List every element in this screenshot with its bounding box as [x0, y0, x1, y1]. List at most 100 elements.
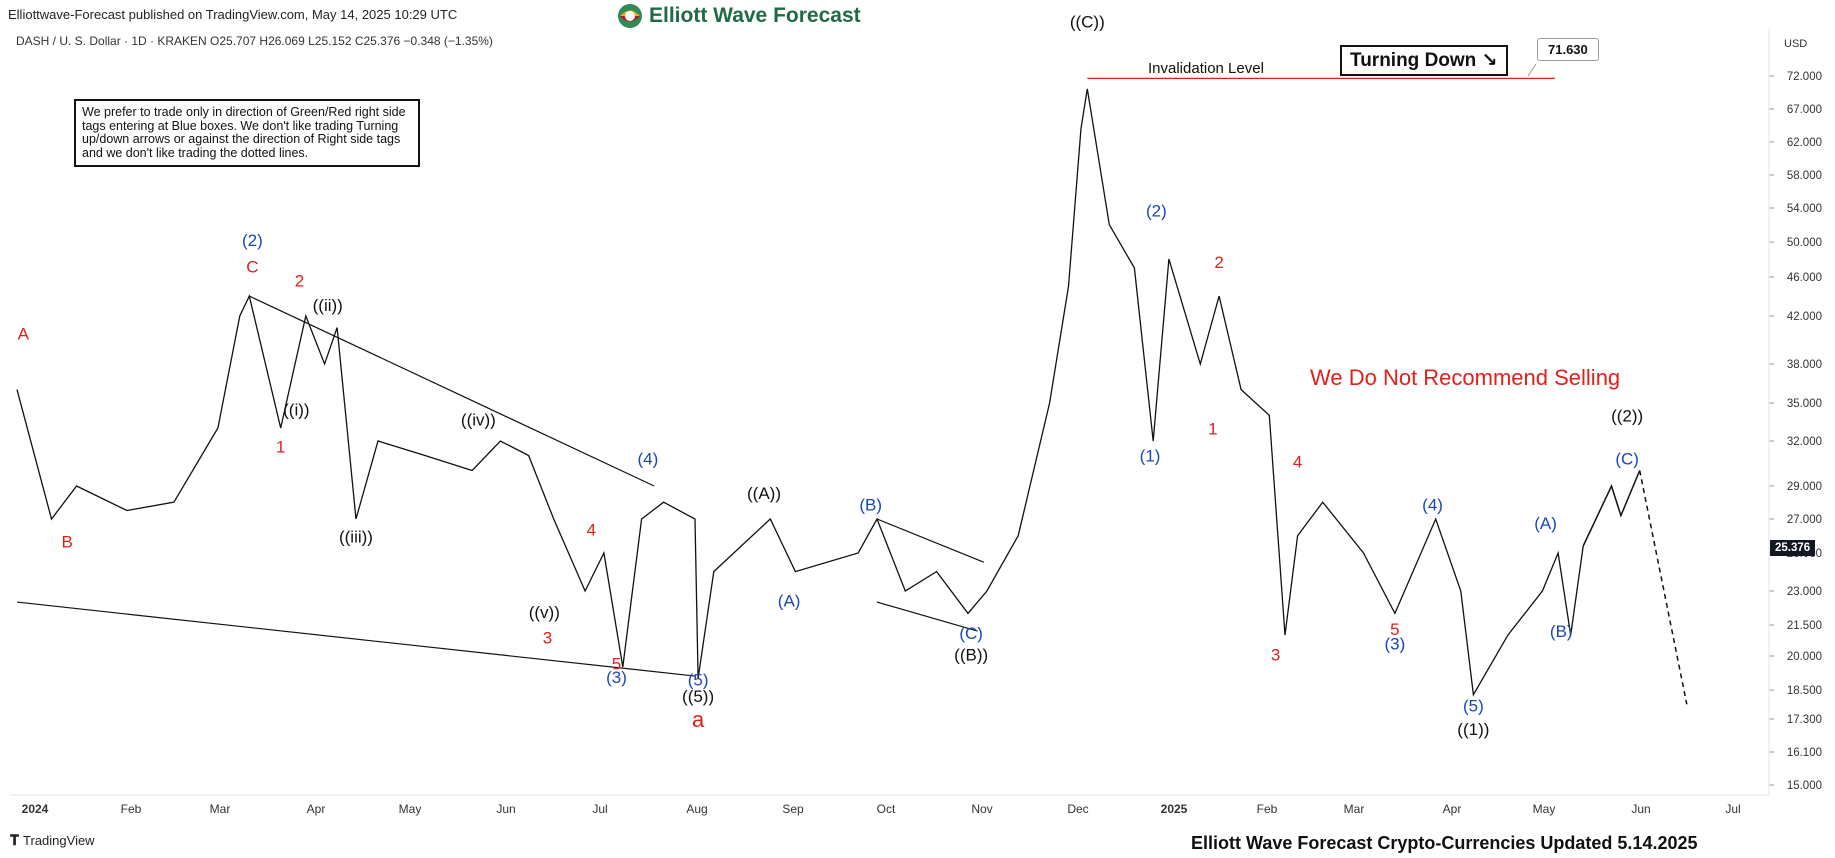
y-tick-label: 29.000 — [1787, 481, 1822, 493]
y-tick-label: 38.000 — [1787, 359, 1822, 371]
currency-label[interactable]: USD — [1784, 38, 1808, 50]
brand-name: Elliott Wave Forecast — [649, 4, 861, 27]
x-tick-label: Jul — [1725, 802, 1740, 816]
y-tick-label: 18.500 — [1787, 685, 1822, 697]
wave-label: 2 — [1214, 253, 1223, 272]
price-series — [16, 88, 1584, 697]
wave-label: 2 — [295, 271, 304, 290]
y-tick-label: 15.000 — [1787, 780, 1822, 792]
wave-label: 3 — [543, 628, 552, 647]
x-tick-label: May — [1533, 802, 1556, 816]
wave-label: (3) — [606, 668, 627, 687]
wave-label: (A) — [778, 592, 801, 611]
wave-label: 5 — [612, 654, 621, 673]
projection-path — [1582, 470, 1641, 547]
wave-label: 3 — [1271, 645, 1280, 664]
turning-down-label: Turning Down — [1350, 50, 1477, 71]
trendline — [876, 518, 984, 563]
wave-label: ((1)) — [1457, 720, 1489, 739]
x-tick-label: Jul — [592, 802, 607, 816]
tradingview-logo: 𝐓 TradingView — [10, 832, 95, 849]
wave-label: ((2)) — [1611, 407, 1643, 426]
y-tick-label: 54.000 — [1787, 203, 1822, 215]
y-tick-label: 16.100 — [1787, 747, 1822, 759]
brand-globe-icon — [618, 4, 642, 28]
wave-label: (2) — [1146, 201, 1167, 220]
bubble-pointer — [1527, 63, 1537, 77]
x-tick-label: Aug — [686, 802, 707, 816]
y-tick-label: 35.000 — [1787, 398, 1822, 410]
symbol-ohlc: DASH / U. S. Dollar · 1D · KRAKEN O25.70… — [16, 34, 493, 48]
wave-label: ((ii)) — [313, 296, 343, 315]
last-price-tag: 25.376 — [1770, 540, 1816, 556]
x-tick-label: Oct — [877, 802, 896, 816]
brand-logo: Elliott Wave Forecast — [617, 3, 861, 29]
wave-label: B — [62, 533, 73, 552]
x-tick-label: Mar — [1344, 802, 1365, 816]
wave-label: (1) — [1140, 446, 1161, 465]
wave-label: (B) — [1550, 622, 1573, 641]
y-tick-label: 32.000 — [1787, 436, 1822, 448]
arrow-down-right-icon: ↘ — [1481, 50, 1498, 71]
wave-label: (B) — [859, 496, 882, 515]
x-tick-label: May — [399, 802, 422, 816]
invalidation-price-bubble: 71.630 — [1537, 38, 1599, 61]
invalidation-label: Invalidation Level — [1148, 60, 1264, 77]
x-tick-label: Jun — [496, 802, 515, 816]
y-tick-label: 62.000 — [1787, 137, 1822, 149]
y-tick-label: 67.000 — [1787, 104, 1822, 116]
y-tick-label: 23.000 — [1787, 586, 1822, 598]
x-tick-label: Mar — [210, 802, 231, 816]
wave-label: b — [1081, 0, 1093, 5]
wave-label: ((v)) — [529, 603, 560, 622]
wave-label: (5) — [688, 670, 709, 689]
publish-info: Elliottwave-Forecast published on Tradin… — [8, 7, 458, 22]
wave-label: ((iv)) — [461, 410, 496, 429]
trendline — [876, 601, 978, 632]
y-tick-label: 17.300 — [1787, 714, 1822, 726]
x-tick-label: Dec — [1067, 802, 1088, 816]
wave-label: 1 — [276, 438, 285, 457]
wave-label: 4 — [587, 521, 596, 540]
wave-label: A — [18, 324, 30, 343]
x-tick-label: Apr — [307, 802, 326, 816]
recommendation-text: We Do Not Recommend Selling — [1310, 365, 1621, 390]
y-tick-label: 72.000 — [1787, 71, 1822, 83]
wave-label: ((C)) — [1070, 13, 1105, 32]
wave-label: ((5)) — [682, 687, 714, 706]
wave-label: ((A)) — [747, 484, 781, 503]
y-tick-label: 50.000 — [1787, 237, 1822, 249]
wave-label: (3) — [1385, 635, 1406, 654]
y-tick-label: 27.000 — [1787, 514, 1822, 526]
wave-label: (C) — [1615, 449, 1639, 468]
trendline — [16, 601, 696, 677]
y-tick-label: 58.000 — [1787, 170, 1822, 182]
wave-label: C — [246, 257, 258, 276]
x-tick-label: 2024 — [22, 802, 49, 816]
wave-label: 5 — [1390, 620, 1399, 639]
trendline — [249, 295, 655, 487]
y-tick-label: 46.000 — [1787, 272, 1822, 284]
tradingview-icon: 𝐓 — [10, 832, 20, 848]
x-tick-label: Jun — [1631, 802, 1650, 816]
y-tick-label: 21.500 — [1787, 620, 1822, 632]
wave-label: ((iii)) — [339, 528, 373, 547]
wave-label: (2) — [242, 231, 263, 250]
wave-label: ((i)) — [283, 400, 309, 419]
wave-label: 4 — [1293, 452, 1302, 471]
wave-label: ((B)) — [954, 645, 988, 664]
trading-note: We prefer to trade only in direction of … — [74, 99, 420, 167]
y-tick-label: 42.000 — [1787, 311, 1822, 323]
turning-down-box: Turning Down ↘ — [1340, 45, 1508, 76]
x-tick-label: 2025 — [1161, 802, 1188, 816]
wave-label: (4) — [637, 449, 658, 468]
projection-dotted-path — [1638, 470, 1688, 705]
wave-label: (5) — [1463, 697, 1484, 716]
x-tick-label: Sep — [782, 802, 804, 816]
wave-label: (C) — [959, 624, 983, 643]
wave-label: (A) — [1534, 514, 1557, 533]
wave-label: a — [692, 707, 705, 732]
x-tick-label: Feb — [1257, 802, 1278, 816]
x-tick-label: Nov — [971, 802, 992, 816]
